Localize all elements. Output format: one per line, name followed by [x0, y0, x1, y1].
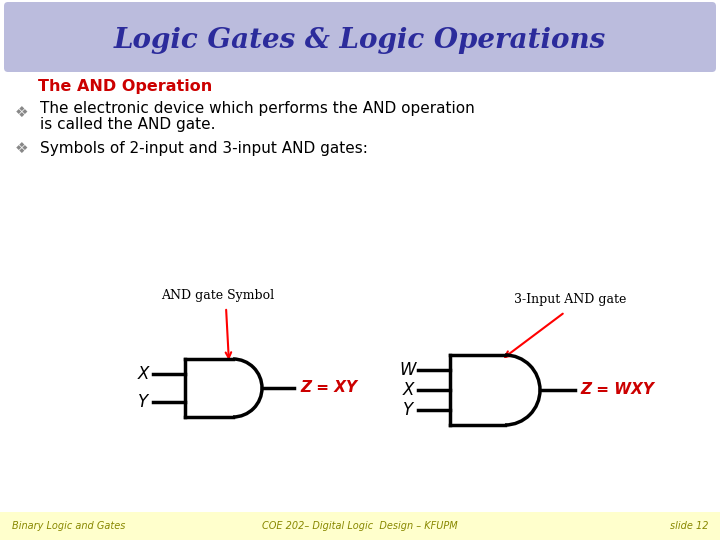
Text: Binary Logic and Gates: Binary Logic and Gates [12, 521, 125, 531]
Text: COE 202– Digital Logic  Design – KFUPM: COE 202– Digital Logic Design – KFUPM [262, 521, 458, 531]
Bar [185, 359, 233, 417]
Wedge shape [233, 359, 262, 417]
Bar [450, 355, 505, 425]
Bar [0, 512, 720, 540]
FancyBboxPatch shape [4, 2, 716, 72]
Text: The electronic device which performs the AND operation: The electronic device which performs the… [40, 100, 474, 116]
Text: X: X [138, 365, 149, 383]
Wedge shape [505, 355, 540, 425]
Text: ❖: ❖ [15, 105, 29, 119]
Text: Z = WXY: Z = WXY [580, 382, 654, 397]
Text: W: W [400, 361, 416, 379]
Text: Symbols of 2-input and 3-input AND gates:: Symbols of 2-input and 3-input AND gates… [40, 140, 368, 156]
Text: The AND Operation: The AND Operation [38, 78, 212, 93]
Text: Logic Gates & Logic Operations: Logic Gates & Logic Operations [114, 26, 606, 53]
Text: AND gate Symbol: AND gate Symbol [161, 288, 274, 301]
Text: Y: Y [138, 393, 148, 411]
Text: Z = XY: Z = XY [300, 381, 357, 395]
Text: is called the AND gate.: is called the AND gate. [40, 117, 215, 132]
Text: ❖: ❖ [15, 140, 29, 156]
Text: slide 12: slide 12 [670, 521, 708, 531]
Text: Y: Y [403, 401, 413, 419]
Text: X: X [402, 381, 414, 399]
Text: 3-Input AND gate: 3-Input AND gate [514, 294, 626, 307]
